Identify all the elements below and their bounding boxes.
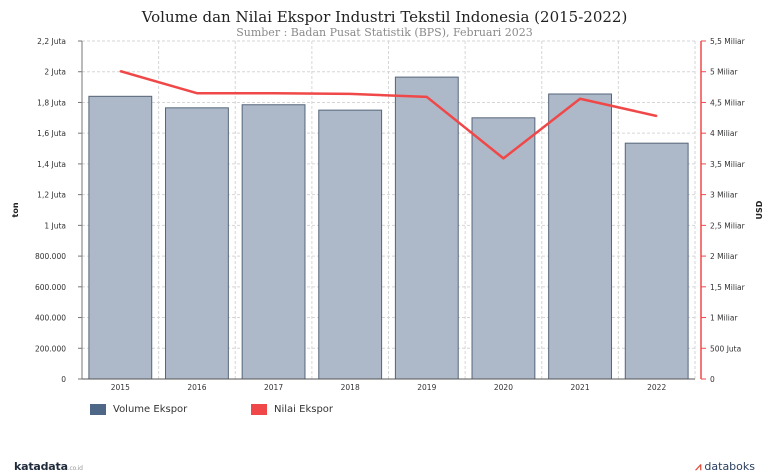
line-point — [655, 115, 658, 117]
katadata-logo: katadata.co.id — [14, 460, 83, 473]
databoks-logo: ⩘ databoks — [695, 460, 755, 474]
bar — [471, 117, 536, 380]
right-tick-label: 3 Miliar — [710, 191, 738, 200]
left-tick-label: 2 Juta — [44, 68, 66, 77]
x-tick-label: 2019 — [417, 383, 436, 392]
chart-title: Volume dan Nilai Ekspor Industri Tekstil… — [141, 8, 628, 26]
line-point — [349, 93, 351, 95]
left-tick-label: 1,6 Juta — [37, 129, 66, 138]
right-tick-label: 0 — [710, 375, 715, 384]
x-tick-label: 2018 — [341, 383, 360, 392]
right-tick-label: 2 Miliar — [710, 252, 738, 261]
legend-item-volume[interactable]: Volume Ekspor — [90, 404, 187, 415]
x-axis-ticks: 2015 2016 2017 2018 2019 2020 2021 2022 — [111, 383, 667, 392]
bar — [548, 93, 612, 380]
line-path — [119, 69, 657, 160]
x-tick-label: 2017 — [264, 383, 283, 392]
left-tick-label: 1,8 Juta — [37, 98, 66, 107]
katadata-logo-suffix: .co.id — [67, 465, 83, 472]
katadata-logo-text: katadata — [14, 460, 68, 473]
bar — [88, 95, 153, 380]
right-tick-label: 3,5 Miliar — [710, 160, 746, 169]
bar — [241, 104, 306, 380]
bar — [165, 107, 229, 380]
line-point — [426, 96, 428, 98]
right-y-axis-label: USD — [755, 200, 764, 219]
right-tick-label: 5 Miliar — [710, 68, 738, 77]
left-tick-label: 1,2 Juta — [37, 191, 66, 200]
right-tick-label: 1,5 Miliar — [710, 283, 746, 292]
bar-series — [88, 76, 689, 380]
left-tick-label: 400.000 — [35, 314, 66, 323]
axes — [81, 41, 702, 380]
bar — [394, 76, 459, 380]
x-tick-label: 2016 — [187, 383, 206, 392]
right-tick-label: 500 Juta — [710, 344, 741, 353]
left-tick-label: 1 Juta — [44, 221, 66, 230]
x-tick-label: 2022 — [647, 383, 666, 392]
chart-subtitle: Sumber : Badan Pusat Statistik (BPS), Fe… — [236, 26, 533, 39]
line-point — [196, 92, 198, 95]
legend-label-nilai: Nilai Ekspor — [274, 404, 334, 415]
legend-swatch-nilai — [251, 404, 267, 415]
x-tick-label: 2020 — [494, 383, 513, 392]
x-tick-label: 2015 — [111, 383, 130, 392]
y-axis-label: ton — [11, 202, 20, 217]
legend-label-volume: Volume Ekspor — [113, 404, 188, 415]
right-tick-label: 5,5 Miliar — [710, 37, 746, 46]
databoks-logo-text: databoks — [704, 460, 755, 473]
line-series — [119, 69, 658, 160]
left-tick-label: 600.000 — [35, 283, 66, 292]
databoks-mark-icon: ⩘ — [695, 460, 702, 473]
line-point — [502, 157, 505, 160]
left-tick-label: 800.000 — [35, 252, 66, 261]
right-tick-label: 4,5 Miliar — [710, 98, 746, 107]
line-point — [119, 70, 122, 72]
left-tick-label: 200.000 — [35, 344, 66, 353]
line-point — [579, 97, 581, 100]
right-tick-label: 2,5 Miliar — [710, 221, 746, 230]
legend-item-nilai[interactable]: Nilai Ekspor — [251, 404, 333, 415]
x-tick-label: 2021 — [571, 383, 590, 392]
right-axis-ticks: 0 500 Juta 1 Miliar 1,5 Miliar 2 Miliar 2,5 M… — [701, 37, 746, 384]
right-tick-label: 4 Miliar — [710, 129, 738, 138]
left-tick-label: 1,4 Juta — [37, 160, 66, 169]
bar — [318, 109, 383, 380]
line-point — [272, 92, 275, 95]
legend-swatch-volume — [90, 404, 106, 415]
left-tick-label: 0 — [61, 375, 66, 384]
right-tick-label: 1 Miliar — [710, 314, 738, 323]
left-tick-label: 2,2 Juta — [37, 37, 66, 46]
bar — [624, 142, 689, 380]
left-axis-ticks: 0 200.000 400.000 600.000 800.000 1 Juta 1,2 J… — [35, 37, 82, 384]
